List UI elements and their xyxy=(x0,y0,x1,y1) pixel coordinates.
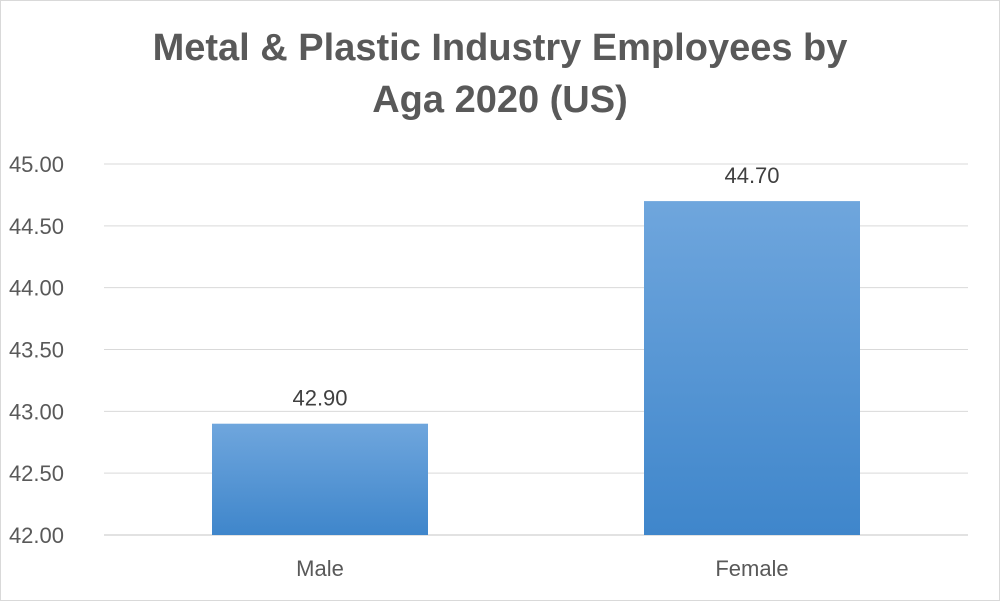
bars xyxy=(212,201,860,535)
y-tick-label: 43.00 xyxy=(9,399,64,424)
y-axis-ticks: 42.00 42.50 43.00 43.50 44.00 44.50 45.00 xyxy=(9,152,64,548)
bar-female xyxy=(644,201,860,535)
x-axis-categories: Male Female xyxy=(296,556,789,581)
category-label-male: Male xyxy=(296,556,344,581)
bar-male xyxy=(212,423,428,535)
chart-title-line-1: Metal & Plastic Industry Employees by xyxy=(152,27,848,69)
y-tick-label: 44.00 xyxy=(9,276,64,301)
data-label-male: 42.90 xyxy=(292,386,347,411)
chart-title: Metal & Plastic Industry Employees by Ag… xyxy=(0,22,1000,126)
y-tick-label: 42.00 xyxy=(9,523,64,548)
y-tick-label: 43.50 xyxy=(9,338,64,363)
chart-title-line-2: Aga 2020 (US) xyxy=(372,79,628,121)
category-label-female: Female xyxy=(715,556,788,581)
y-tick-label: 44.50 xyxy=(9,214,64,239)
data-labels: 42.90 44.70 xyxy=(292,163,779,411)
data-label-female: 44.70 xyxy=(724,163,779,188)
y-tick-label: 45.00 xyxy=(9,152,64,177)
y-tick-label: 42.50 xyxy=(9,461,64,486)
